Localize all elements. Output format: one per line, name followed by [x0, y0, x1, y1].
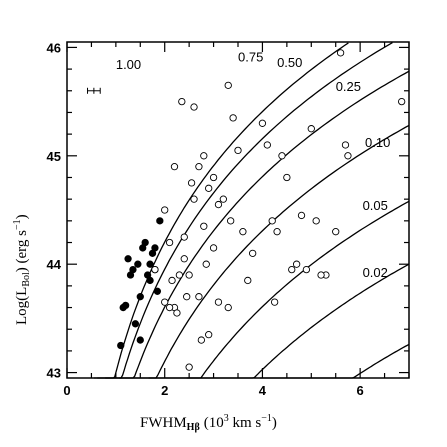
open-point [161, 298, 169, 306]
open-point [317, 271, 325, 279]
y-tick-label: 45 [47, 149, 61, 164]
y-tick-label: 44 [47, 257, 62, 272]
open-point [224, 81, 232, 90]
open-point [209, 173, 218, 182]
curve-label: 1.00 [116, 57, 141, 72]
open-point [173, 309, 181, 317]
open-point [187, 179, 196, 187]
open-point [249, 249, 257, 258]
open-point [307, 125, 315, 133]
open-point [214, 200, 223, 209]
open-point [161, 206, 169, 214]
x-tick-label: 0 [63, 383, 70, 398]
filled-point [117, 341, 125, 350]
open-point [244, 276, 252, 285]
filled-point [146, 276, 154, 285]
open-point [344, 152, 352, 160]
curve-label: 0.25 [336, 79, 361, 94]
open-point [398, 97, 406, 106]
open-point [336, 49, 345, 57]
open-point [205, 184, 213, 192]
filled-point [153, 287, 162, 295]
open-point [270, 298, 279, 306]
y-tick-label: 46 [47, 40, 61, 55]
open-point [190, 195, 198, 203]
filled-point [131, 320, 140, 328]
curve-label: 0.05 [363, 198, 388, 213]
filled-point [124, 255, 132, 263]
curve-label: 0.10 [365, 135, 390, 150]
model-curve [148, 200, 410, 379]
open-point [200, 222, 208, 230]
open-point [214, 298, 223, 306]
open-point [302, 265, 311, 274]
open-point [205, 330, 213, 339]
open-point [227, 217, 235, 225]
open-point [200, 152, 208, 160]
open-point [263, 141, 271, 149]
open-point [209, 244, 218, 252]
open-point [239, 228, 247, 236]
curve-labels: 1.00 0.75 0.50 0.25 0.10 0.05 0.02 [116, 50, 390, 281]
filled-point [129, 265, 137, 274]
open-point [229, 114, 237, 122]
open-point [219, 195, 227, 203]
model-curve [260, 343, 410, 379]
filled-point [151, 244, 159, 252]
open-point [195, 293, 203, 301]
filled-point [136, 293, 144, 301]
curve-label: 0.02 [363, 265, 388, 280]
filled-point [134, 260, 142, 268]
data-points [117, 49, 406, 371]
x-axis-label: FWHMHβ (103 km s−1) [140, 413, 277, 433]
open-point [151, 265, 159, 274]
filled-point [121, 301, 130, 310]
open-point [183, 293, 191, 301]
open-point [168, 276, 176, 285]
open-point [297, 211, 306, 220]
filled-point [156, 217, 164, 225]
filled-point [136, 336, 144, 344]
open-point [341, 141, 350, 149]
open-point [197, 336, 206, 344]
open-point [312, 217, 320, 225]
y-axis-label: Log(LBol) (erg s−1) [12, 214, 32, 325]
open-point [332, 228, 340, 236]
open-point [273, 228, 281, 236]
open-point [288, 265, 296, 274]
y-tick-label: 43 [47, 366, 61, 381]
open-point [278, 152, 286, 160]
open-point [292, 260, 301, 268]
open-point [170, 162, 179, 171]
curve-label: 0.75 [238, 50, 263, 65]
plot-frame [66, 41, 410, 379]
open-point [180, 255, 188, 263]
open-point [268, 217, 276, 225]
error-bar [87, 87, 101, 94]
open-point [165, 238, 174, 247]
open-point [185, 363, 193, 371]
filled-point [146, 260, 154, 268]
open-point [178, 97, 186, 106]
open-point [180, 233, 188, 241]
model-curve [186, 263, 410, 379]
open-point [202, 260, 210, 268]
open-point [165, 303, 174, 312]
open-point [175, 271, 184, 279]
open-point [195, 162, 203, 171]
open-point [224, 303, 232, 312]
model-curve [119, 124, 410, 379]
open-point [283, 173, 291, 182]
open-point [185, 271, 193, 279]
x-tick-label: 4 [259, 383, 267, 398]
curve-label: 0.50 [277, 55, 302, 70]
filled-point [141, 238, 149, 247]
x-tick-label: 2 [161, 383, 168, 398]
open-point [190, 103, 198, 111]
x-tick-label: 6 [357, 383, 364, 398]
open-point [234, 146, 242, 155]
open-point [258, 119, 267, 127]
